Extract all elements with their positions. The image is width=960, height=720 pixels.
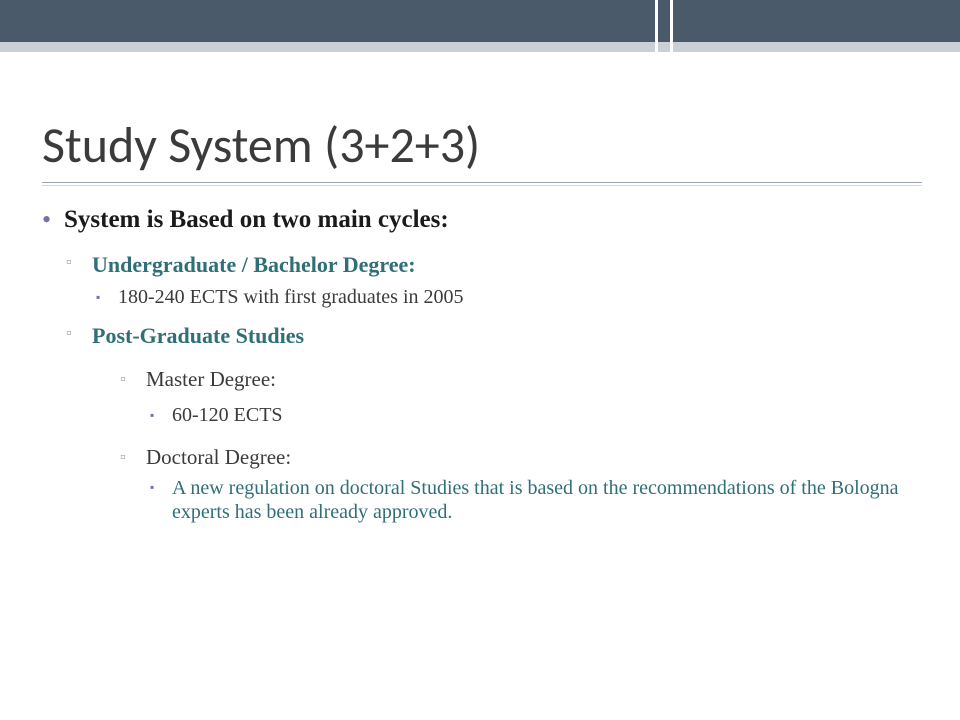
- undergraduate-ects-text: 180-240 ECTS with first graduates in 200…: [118, 286, 464, 308]
- undergraduate-ects: 180-240 ECTS with first graduates in 200…: [92, 286, 922, 309]
- postgraduate-item: Post-Graduate Studies Master Degree: 60-…: [64, 323, 922, 524]
- postgraduate-heading: Post-Graduate Studies: [92, 323, 304, 348]
- doctoral-label: Doctoral Degree:: [146, 445, 291, 469]
- slide-title: Study System (3+2+3): [42, 115, 922, 176]
- bullet-list-lvl1: System is Based on two main cycles: Unde…: [42, 206, 922, 524]
- slide-top-bar: [0, 0, 960, 42]
- slide-top-stripe: [0, 42, 960, 52]
- undergraduate-item: Undergraduate / Bachelor Degree: 180-240…: [64, 252, 922, 309]
- master-ects: 60-120 ECTS: [146, 404, 922, 427]
- master-label: Master Degree:: [146, 367, 276, 391]
- bullet-list-lvl2: Undergraduate / Bachelor Degree: 180-240…: [64, 252, 922, 524]
- master-item: Master Degree: 60-120 ECTS: [120, 367, 922, 427]
- postgraduate-sublist: Master Degree: 60-120 ECTS Doctoral Degr…: [92, 367, 922, 524]
- doctoral-note: A new regulation on doctoral Studies tha…: [146, 476, 922, 524]
- doctoral-note-text: A new regulation on doctoral Studies tha…: [172, 477, 899, 523]
- slide-content: Study System (3+2+3) System is Based on …: [42, 115, 922, 542]
- decorative-vline-2: [670, 0, 673, 52]
- doctoral-item: Doctoral Degree: A new regulation on doc…: [120, 445, 922, 524]
- master-details: 60-120 ECTS: [146, 404, 922, 427]
- title-rule: [42, 182, 922, 184]
- main-cycles-text: System is Based on two main cycles:: [64, 206, 449, 233]
- decorative-vline-1: [655, 0, 658, 52]
- main-cycles-item: System is Based on two main cycles: Unde…: [42, 206, 922, 524]
- undergraduate-details: 180-240 ECTS with first graduates in 200…: [92, 286, 922, 309]
- master-ects-text: 60-120 ECTS: [172, 404, 283, 426]
- undergraduate-heading: Undergraduate / Bachelor Degree:: [92, 252, 416, 277]
- doctoral-details: A new regulation on doctoral Studies tha…: [146, 476, 922, 524]
